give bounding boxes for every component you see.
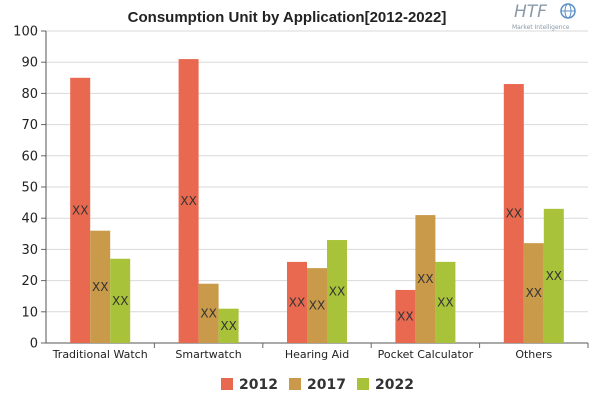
y-tick-label: 20 [21, 274, 38, 289]
data-label: XX [526, 286, 542, 300]
legend-label: 2017 [307, 377, 346, 393]
y-tick-label: 70 [21, 118, 38, 133]
bar [543, 208, 564, 343]
bar [395, 289, 416, 343]
data-label: XX [397, 309, 413, 323]
data-label: XX [506, 207, 522, 221]
bar [523, 243, 544, 343]
data-label: XX [437, 295, 453, 309]
data-label: XX [200, 306, 216, 320]
y-tick-label: 40 [21, 212, 38, 227]
x-tick-label: Pocket Calculator [378, 348, 474, 361]
axes: 0 10 20 30 40 50 60 70 80 90 100 Traditional Watch S… [13, 25, 589, 361]
logo-tagline: Market Intelligence [512, 24, 570, 31]
legend-swatch [357, 378, 369, 390]
data-label: XX [289, 295, 305, 309]
bar [110, 258, 131, 343]
legend-swatch [221, 378, 233, 390]
y-tick-label: 10 [21, 305, 38, 320]
bar [287, 261, 307, 343]
y-tick-label: 30 [21, 243, 38, 258]
x-tick-label: Traditional Watch [52, 348, 148, 361]
x-tick-label: Smartwatch [175, 348, 241, 361]
y-tick-label: 90 [21, 56, 38, 71]
gridlines [46, 30, 588, 313]
legend: 2012 2017 2022 [221, 377, 414, 393]
globe-icon [560, 3, 576, 19]
legend-label: 2012 [239, 377, 278, 393]
y-tick-label: 50 [21, 181, 38, 196]
y-tick-label: 100 [13, 25, 38, 40]
htf-logo: HTF Market Intelligence [512, 2, 576, 31]
data-label: XX [329, 285, 345, 299]
data-label: XX [309, 299, 325, 313]
legend-label: 2022 [375, 377, 414, 393]
bar [415, 215, 436, 343]
y-tick-label: 60 [21, 149, 38, 164]
y-tick-label: 80 [21, 87, 38, 102]
bar [218, 308, 239, 343]
bar [503, 84, 524, 343]
logo-brand: HTF [514, 2, 547, 22]
data-label: XX [92, 280, 108, 294]
data-label: XX [546, 269, 562, 283]
bar [435, 261, 456, 343]
data-label: XX [72, 203, 88, 217]
bar [327, 240, 347, 343]
data-labels: XX XX XX XX XX XX XX XX XX XX XX XX XX XX XX [72, 194, 562, 333]
data-label: XX [220, 319, 236, 333]
data-label: XX [112, 294, 128, 308]
bar [198, 283, 219, 343]
chart-title: Consumption Unit by Application[2012-202… [128, 9, 447, 26]
x-tick-label: Hearing Aid [285, 348, 349, 361]
bars [70, 59, 564, 344]
bar [307, 268, 327, 343]
legend-swatch [289, 378, 301, 390]
bar [70, 77, 91, 344]
data-label: XX [180, 194, 196, 208]
data-label: XX [417, 272, 433, 286]
x-tick-label: Others [515, 348, 552, 361]
y-tick-label: 0 [30, 337, 38, 352]
bar [178, 59, 199, 344]
bar [90, 230, 111, 343]
